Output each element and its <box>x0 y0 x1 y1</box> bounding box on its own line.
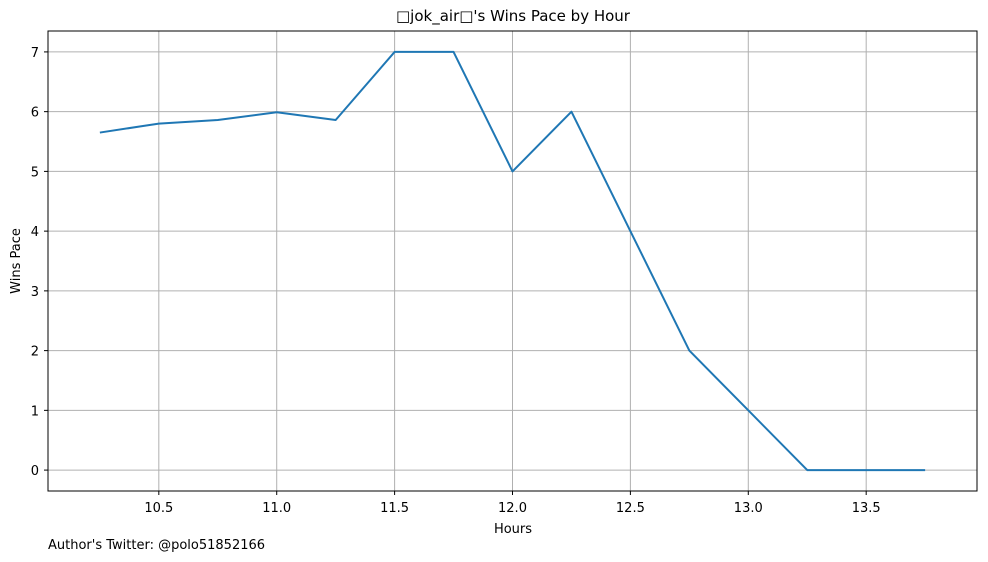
x-tick-label: 10.5 <box>144 501 173 516</box>
y-tick-label: 1 <box>31 404 39 419</box>
data-point <box>924 469 926 471</box>
data-point <box>453 51 455 53</box>
y-tick-label: 0 <box>31 464 39 479</box>
x-tick-label: 13.0 <box>734 501 763 516</box>
data-point <box>629 230 631 232</box>
axis-ticks: 10.5 11.0 11.5 12.0 12.5 13.0 13.5 0 1 2 3 4 5 6 7 <box>31 46 881 516</box>
y-axis-label: Wins Pace <box>9 228 24 294</box>
x-tick-label: 11.0 <box>262 501 291 516</box>
data-point <box>688 350 690 352</box>
x-tick-label: 12.0 <box>498 501 527 516</box>
data-point <box>99 132 101 134</box>
series-layer <box>99 50 926 472</box>
data-point <box>335 119 337 121</box>
data-point <box>570 111 572 113</box>
y-tick-label: 4 <box>31 225 39 240</box>
data-point <box>747 409 749 411</box>
x-tick-label: 12.5 <box>616 501 645 516</box>
y-tick-label: 7 <box>31 46 39 61</box>
x-axis-label: Hours <box>494 522 532 537</box>
x-tick-label: 13.5 <box>852 501 881 516</box>
data-point <box>394 51 396 53</box>
series-line <box>99 50 926 472</box>
chart-title: □jok_air□'s Wins Pace by Hour <box>396 7 631 26</box>
y-tick-label: 6 <box>31 106 39 121</box>
data-point <box>806 469 808 471</box>
data-point <box>276 111 278 113</box>
y-tick-label: 3 <box>31 285 39 300</box>
y-tick-label: 2 <box>31 345 39 360</box>
y-tick-label: 5 <box>31 165 39 180</box>
data-point <box>512 170 514 172</box>
author-credit: Author's Twitter: @polo51852166 <box>48 538 266 553</box>
data-point <box>865 469 867 471</box>
data-point <box>158 123 160 125</box>
x-tick-label: 11.5 <box>380 501 409 516</box>
data-point <box>217 119 219 121</box>
